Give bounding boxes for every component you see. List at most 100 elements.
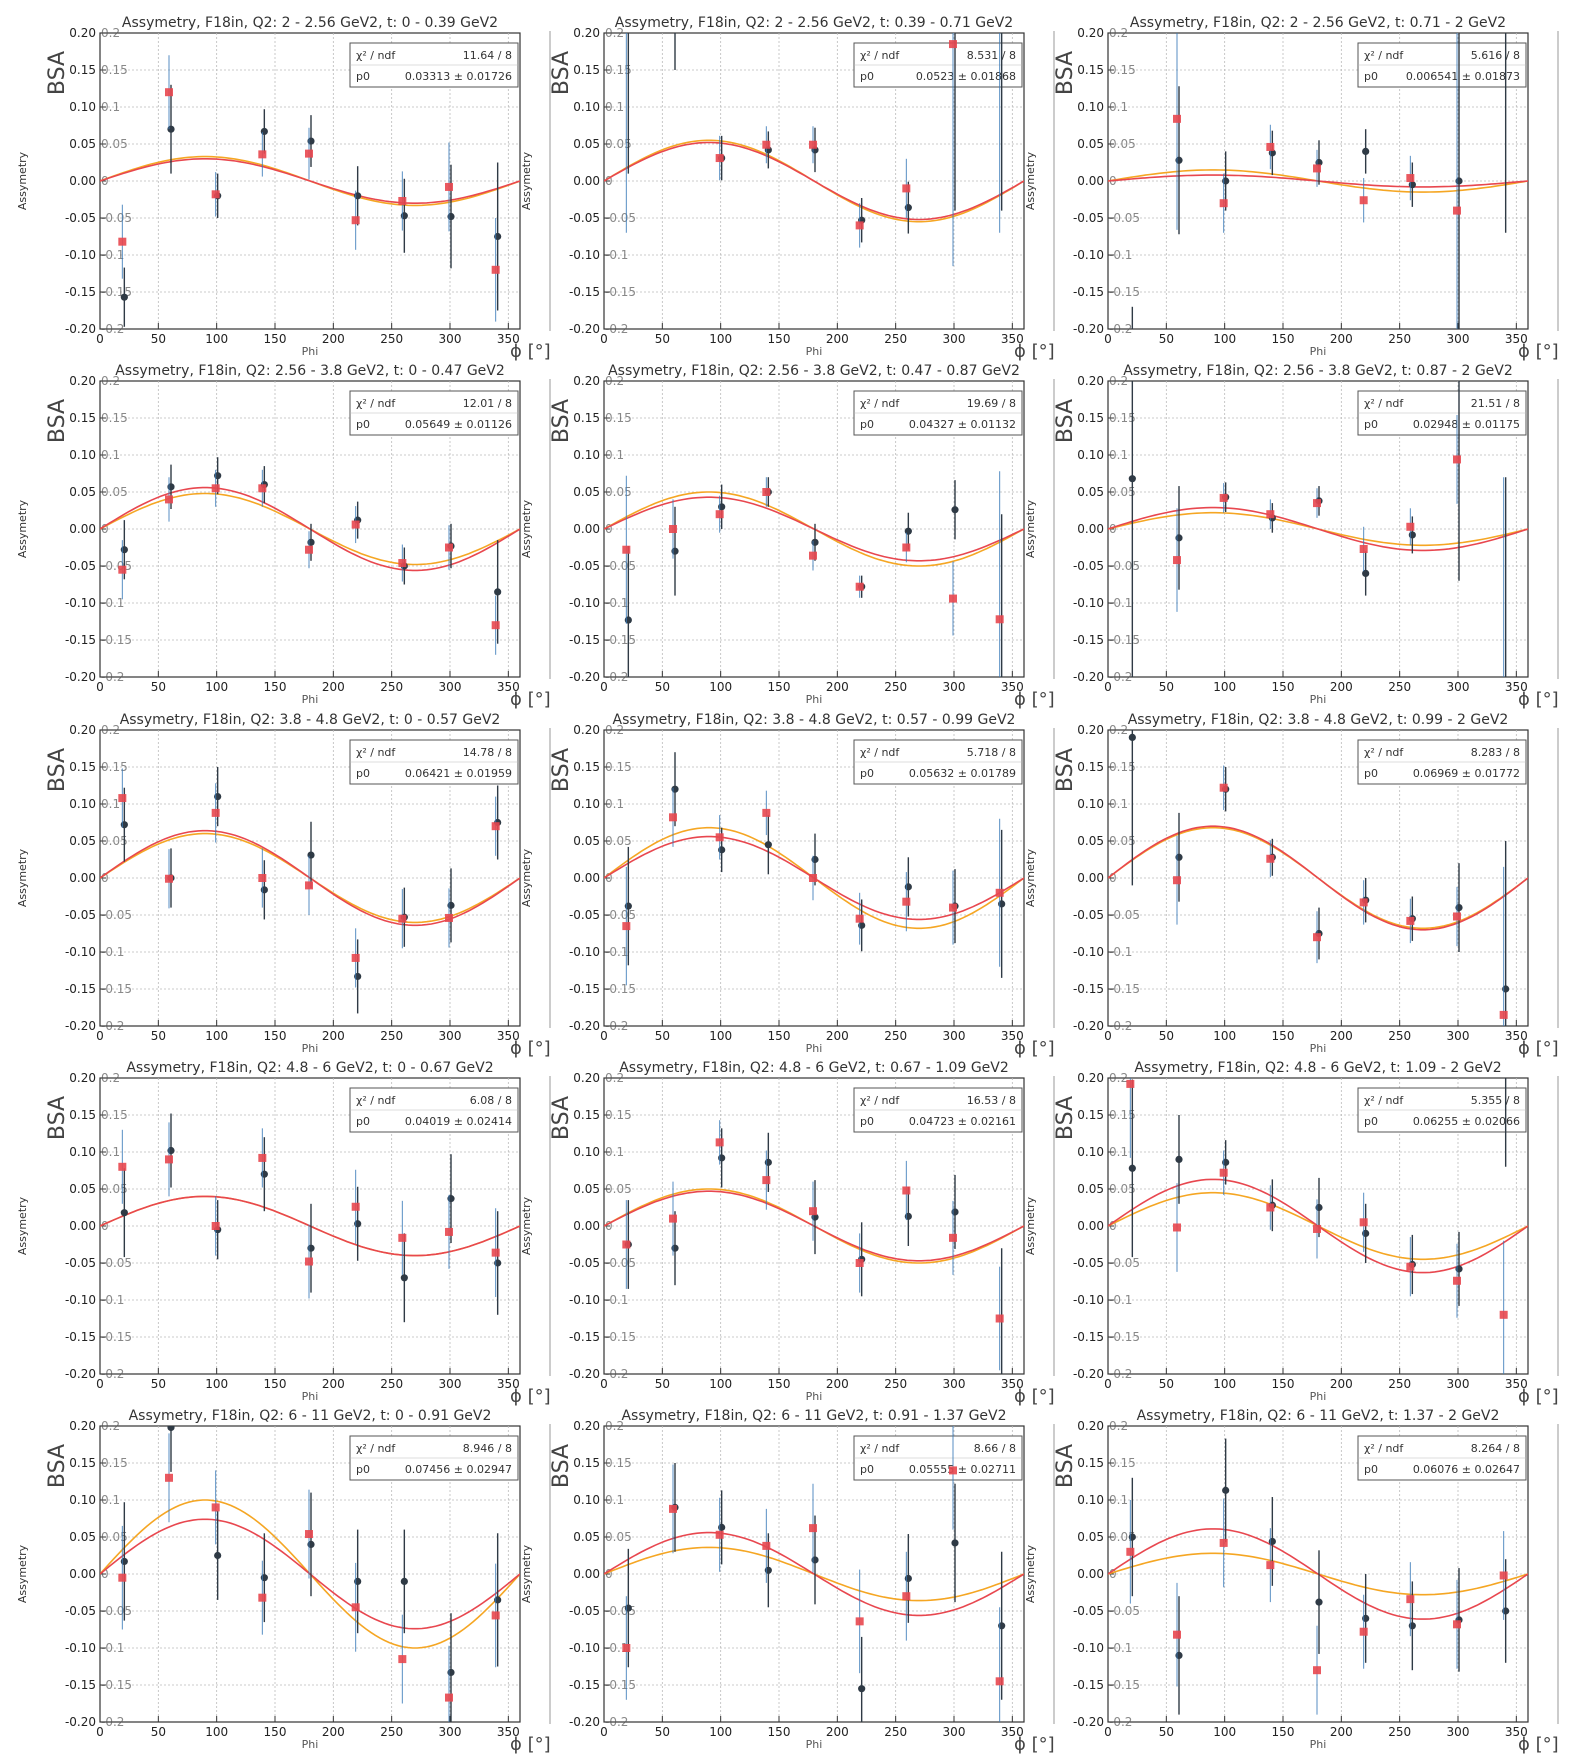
y-tick-label-overlay: 0.15 [101, 760, 128, 774]
y-axis-label-overlay: BSA [1053, 1444, 1078, 1488]
red-point [305, 149, 313, 158]
red-point [445, 913, 453, 922]
y-tick-label-overlay: 0.05 [101, 1530, 128, 1544]
red-point [1173, 876, 1181, 885]
red-point [949, 903, 957, 912]
x-tick-label: 250 [884, 1725, 907, 1739]
fit-curve-red [604, 496, 1024, 562]
stats-p0-label: p0 [860, 1463, 874, 1476]
x-axis-label-overlay: ϕ [°] [510, 1038, 551, 1059]
x-tick-label: 150 [264, 1377, 287, 1391]
y-axis-label-overlay: BSA [1053, 1096, 1078, 1140]
y-axis-label-overlay: BSA [549, 399, 574, 443]
y-tick-label-overlay: 0.05 [605, 137, 632, 151]
red-point [211, 484, 220, 493]
x-axis-label-overlay: ϕ [°] [1518, 1386, 1559, 1407]
y-tick-label-overlay: -0.15 [605, 285, 636, 299]
y-tick-label-overlay: 0.15 [101, 1456, 128, 1470]
x-axis-label: Phi [302, 693, 319, 706]
y-tick-label: 0.05 [1077, 834, 1104, 848]
bsa-panel-9: 0 50 100 150 200 250 300 350 -0.20 -0.2 -0.15 -0.15… [1024, 712, 1559, 1059]
y-tick-label: -0.15 [1073, 982, 1104, 996]
y-tick-label-overlay: -0.2 [1109, 1715, 1132, 1729]
black-point [1408, 181, 1416, 189]
y-tick-label: 0.10 [573, 1493, 600, 1507]
y-tick-label-overlay: -0.2 [605, 1715, 628, 1729]
y-tick-label: -0.10 [65, 596, 96, 610]
x-axis-label: Phi [302, 1042, 319, 1055]
x-tick-label: 350 [497, 680, 520, 694]
plot-content [100, 1426, 520, 1722]
red-point [669, 1504, 677, 1513]
y-tick-label-overlay: -0.15 [1109, 633, 1140, 647]
red-point [1313, 499, 1321, 508]
y-tick-label-overlay: 0.1 [101, 1145, 120, 1159]
y-tick-label: 0.10 [69, 100, 96, 114]
black-point [1408, 531, 1416, 539]
y-axis-label: Assymetry [1024, 1544, 1037, 1603]
black-point [167, 1146, 175, 1155]
y-tick-label: -0.20 [569, 1367, 600, 1381]
y-tick-label: 0.00 [69, 1567, 96, 1581]
red-point [165, 1473, 173, 1482]
red-point [1453, 455, 1461, 464]
x-tick-label: 150 [1272, 332, 1295, 346]
x-tick-label: 250 [884, 332, 907, 346]
red-point [1313, 164, 1321, 173]
y-tick-label: -0.15 [569, 285, 600, 299]
y-tick-label: -0.15 [65, 982, 96, 996]
y-axis-label-overlay: BSA [45, 1096, 70, 1140]
plot-content [100, 1113, 520, 1323]
panel-title: Assymetry, F18in, Q2: 4.8 - 6 GeV2, t: 0… [126, 1060, 493, 1076]
red-point [715, 1138, 724, 1147]
red-point [118, 237, 127, 246]
red-point [445, 182, 453, 191]
red-point [165, 874, 173, 883]
red-point [165, 495, 173, 504]
y-tick-label-overlay: 0.2 [1109, 723, 1128, 737]
x-tick-label: 0 [600, 1725, 608, 1739]
red-point [1219, 1538, 1228, 1547]
y-tick-label: -0.10 [65, 248, 96, 262]
x-tick-label: 50 [151, 680, 166, 694]
black-point [998, 696, 1005, 703]
x-tick-label: 350 [1505, 1725, 1528, 1739]
x-tick-label: 300 [1447, 1029, 1470, 1043]
red-point [305, 545, 313, 554]
y-tick-label-overlay: -0.05 [605, 559, 636, 573]
y-tick-label-overlay: 0.15 [1109, 63, 1136, 77]
y-tick-label: 0.15 [573, 63, 600, 77]
bsa-panel-14: 0 50 100 150 200 250 300 350 -0.20 -0.2 -0.15 -0.15… [520, 1408, 1055, 1755]
y-tick-label: -0.05 [65, 1604, 96, 1618]
x-tick-label: 50 [655, 680, 670, 694]
y-tick-label-overlay: 0.2 [101, 723, 120, 737]
bsa-panel-5: 0 50 100 150 200 250 300 350 -0.20 -0.2 -0.15 -0.15… [520, 363, 1055, 710]
red-point [855, 1259, 864, 1267]
black-point [1222, 177, 1230, 185]
panel-title: Assymetry, F18in, Q2: 6 - 11 GeV2, t: 0 … [129, 1408, 492, 1424]
y-tick-label-overlay: -0.05 [605, 211, 636, 225]
black-point [214, 472, 222, 480]
bsa-panel-2: 0 50 100 150 200 250 300 350 -0.20 -0.2 -0.15 -0.15… [520, 15, 1055, 362]
y-tick-label-overlay: 0.2 [605, 374, 624, 388]
stats-chi2-value: 11.64 / 8 [463, 49, 512, 62]
red-point [1173, 114, 1181, 123]
stats-p0-label: p0 [860, 1115, 874, 1128]
x-axis-label-overlay: ϕ [°] [1518, 1038, 1559, 1059]
y-tick-label-overlay: 0 [605, 1219, 613, 1233]
plot-content [1108, 1078, 1528, 1374]
y-tick-label: -0.15 [569, 633, 600, 647]
y-tick-label-overlay: 0.05 [1109, 1182, 1136, 1196]
stats-chi2-value: 19.69 / 8 [967, 397, 1016, 410]
y-tick-label: -0.10 [65, 945, 96, 959]
x-tick-label: 0 [1104, 1725, 1112, 1739]
x-tick-label: 350 [1001, 1725, 1024, 1739]
red-point [1499, 1571, 1508, 1580]
black-point [1175, 1155, 1183, 1163]
red-point [1499, 1010, 1508, 1019]
black-point [1455, 904, 1463, 912]
stats-p0-value: 0.04019 ± 0.02414 [405, 1115, 512, 1128]
x-tick-label: 300 [439, 680, 462, 694]
y-tick-label: -0.15 [1073, 1678, 1104, 1692]
y-tick-label: -0.05 [569, 211, 600, 225]
